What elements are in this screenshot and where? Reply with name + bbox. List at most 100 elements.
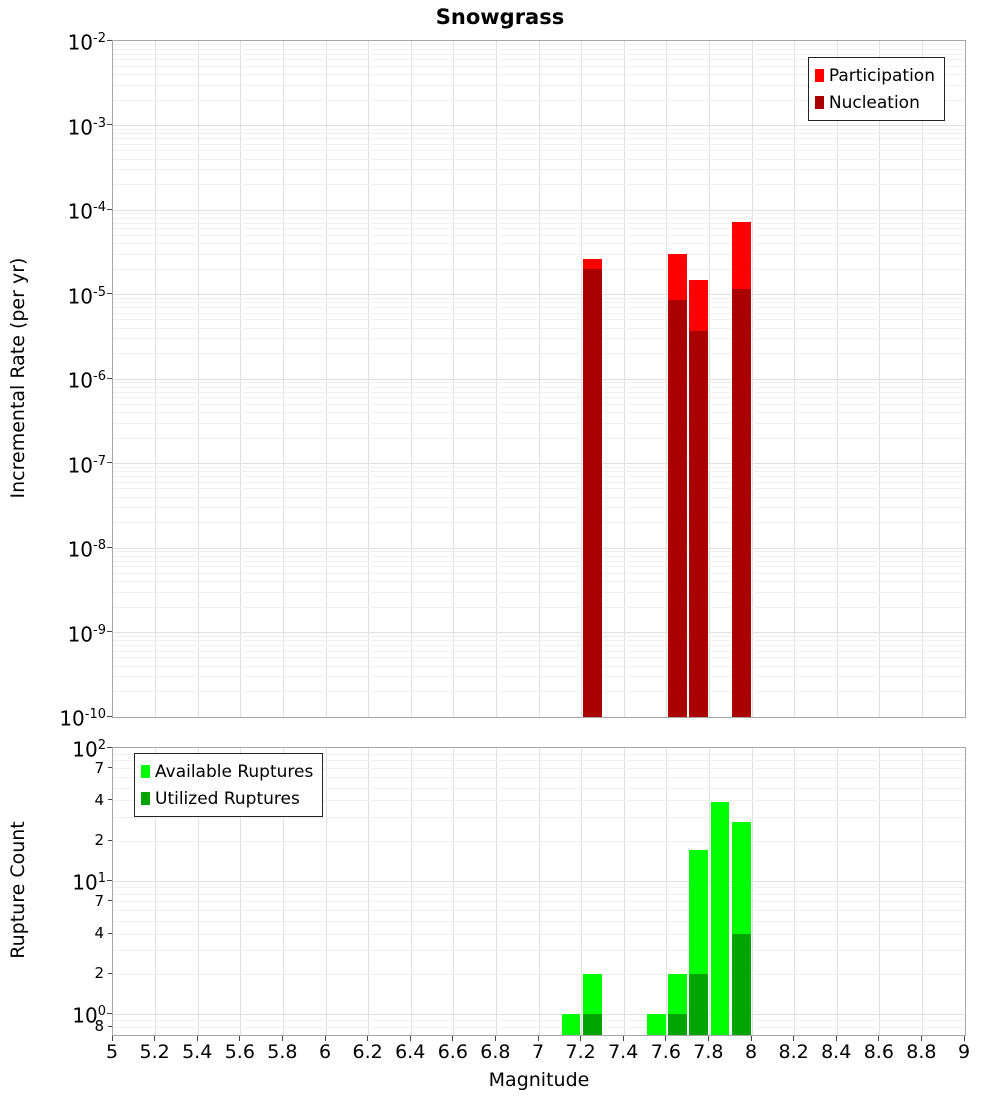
h-gridline-minor xyxy=(113,560,965,562)
h-gridline-minor xyxy=(113,488,965,490)
y-tick xyxy=(107,377,112,379)
x-tick xyxy=(111,1036,113,1041)
legend-label: Utilized Ruptures xyxy=(155,788,300,809)
legend-item-available-ruptures: Available Ruptures xyxy=(141,758,313,785)
h-gridline-minor xyxy=(113,901,965,903)
v-gridline xyxy=(751,748,753,1035)
h-gridline-minor xyxy=(113,572,965,574)
v-gridline xyxy=(495,748,497,1035)
h-gridline-minor xyxy=(113,437,965,439)
h-gridline-minor xyxy=(113,606,965,608)
y-tick-label: 10-8 xyxy=(67,537,106,562)
v-gridline xyxy=(708,748,710,1035)
y-minor-tick-label: 7 xyxy=(94,891,104,910)
h-gridline-minor xyxy=(113,253,965,255)
v-gridline xyxy=(453,748,455,1035)
h-gridline-minor xyxy=(113,496,965,498)
x-tick xyxy=(963,1036,965,1041)
h-gridline-minor xyxy=(113,302,965,304)
bar-utilized-ruptures xyxy=(689,974,709,1035)
y-tick-label: 10-7 xyxy=(67,453,106,478)
legend-box: Available Ruptures Utilized Ruptures xyxy=(134,753,324,817)
y-tick-label: 101 xyxy=(72,870,106,895)
v-gridline xyxy=(581,748,583,1035)
x-tick-label: 8.4 xyxy=(821,1041,852,1063)
h-gridline-major xyxy=(113,463,965,464)
h-gridline-minor xyxy=(113,1026,965,1028)
v-gridline xyxy=(921,748,923,1035)
x-tick-label: 5.4 xyxy=(182,1041,213,1063)
h-gridline-minor xyxy=(113,243,965,245)
h-gridline-minor xyxy=(113,74,965,76)
h-gridline-minor xyxy=(113,222,965,224)
y-tick-label: 10-3 xyxy=(67,115,106,140)
h-gridline-major xyxy=(113,294,965,295)
x-tick xyxy=(154,1036,156,1041)
h-gridline-minor xyxy=(113,950,965,952)
x-tick-label: 6.6 xyxy=(437,1041,468,1063)
h-gridline-minor xyxy=(113,507,965,509)
h-gridline-minor xyxy=(113,53,965,55)
h-gridline-major xyxy=(113,547,965,549)
h-gridline-minor xyxy=(113,297,965,299)
y-tick xyxy=(107,1012,112,1014)
v-gridline xyxy=(538,748,540,1035)
y-tick xyxy=(107,293,112,294)
x-tick-label: 5.8 xyxy=(267,1041,298,1063)
h-gridline-minor xyxy=(113,353,965,355)
y-tick-label: 102 xyxy=(72,737,106,762)
y-tick xyxy=(107,124,112,125)
h-gridline-minor xyxy=(113,59,965,61)
x-tick-label: 8.8 xyxy=(906,1041,937,1063)
y-tick-label: 10-10 xyxy=(59,706,106,731)
h-gridline-minor xyxy=(113,403,965,405)
h-gridline-minor xyxy=(113,169,965,171)
h-gridline-minor xyxy=(113,920,965,922)
h-gridline-minor xyxy=(113,184,965,186)
h-gridline-minor xyxy=(113,338,965,340)
x-tick-label: 8.2 xyxy=(778,1041,809,1063)
h-gridline-minor xyxy=(113,676,965,678)
h-gridline-minor xyxy=(113,228,965,230)
h-gridline-minor xyxy=(113,886,965,888)
h-gridline-minor xyxy=(113,657,965,659)
h-gridline-minor xyxy=(113,481,965,483)
y-minor-tick-label: 7 xyxy=(94,758,104,777)
h-gridline-minor xyxy=(113,422,965,424)
legend-swatch-nucleation xyxy=(814,96,824,109)
x-tick xyxy=(622,1036,624,1041)
h-gridline-minor xyxy=(113,645,965,647)
y-minor-tick-label: 4 xyxy=(94,924,104,943)
h-gridline-minor xyxy=(113,1019,965,1021)
h-gridline-minor xyxy=(113,84,965,86)
x-tick-label: 5.6 xyxy=(224,1041,255,1063)
h-gridline-minor xyxy=(113,466,965,468)
x-tick-label: 8 xyxy=(744,1041,758,1063)
legend-swatch-participation xyxy=(814,69,824,82)
h-gridline-minor xyxy=(113,760,965,762)
v-gridline xyxy=(836,748,838,1035)
h-gridline-minor xyxy=(113,591,965,593)
x-tick xyxy=(239,1036,241,1041)
h-gridline-minor xyxy=(113,933,965,935)
h-gridline-minor xyxy=(113,217,965,219)
h-gridline-minor xyxy=(113,650,965,652)
x-tick xyxy=(580,1036,582,1041)
h-gridline-minor xyxy=(113,48,965,50)
y-tick-label: 100 xyxy=(72,1004,106,1029)
x-tick xyxy=(878,1036,880,1041)
v-gridline xyxy=(623,748,625,1035)
h-gridline-minor xyxy=(113,555,965,557)
h-gridline-minor xyxy=(113,973,965,975)
x-axis-title-magnitude: Magnitude xyxy=(488,1069,590,1091)
h-gridline-major xyxy=(113,880,965,882)
h-gridline-minor xyxy=(113,893,965,895)
chart-title: Snowgrass xyxy=(435,5,565,29)
x-tick-label: 7.2 xyxy=(565,1041,596,1063)
bar-available-ruptures xyxy=(646,1014,666,1035)
x-tick-label: 5 xyxy=(105,1041,119,1063)
h-gridline-minor xyxy=(113,143,965,145)
y-tick xyxy=(107,39,112,41)
h-gridline-minor xyxy=(113,150,965,152)
x-tick xyxy=(367,1036,369,1041)
